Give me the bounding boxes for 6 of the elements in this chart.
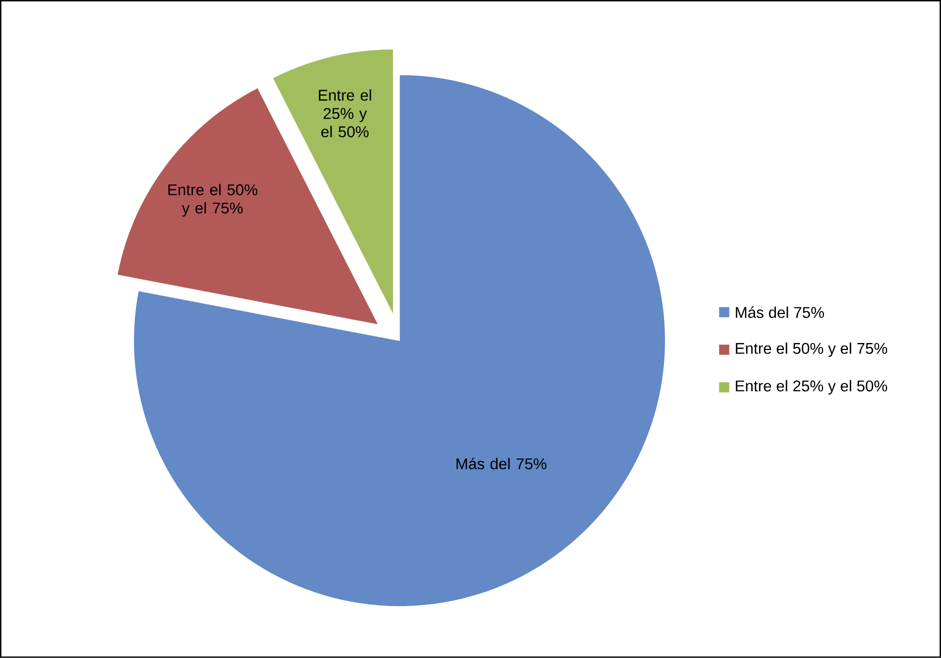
slice-label: Entre el 50% y el 75% [168,184,258,217]
slice-label: Más del 75% [456,458,546,470]
slice-label: Entre el 25% y el 50% [318,89,372,138]
legend-label: Entre el 50% y el 75% [736,342,888,358]
legend-label: Más del 75% [736,306,824,318]
legend-label: Entre el 25% y el 50% [736,380,888,395]
